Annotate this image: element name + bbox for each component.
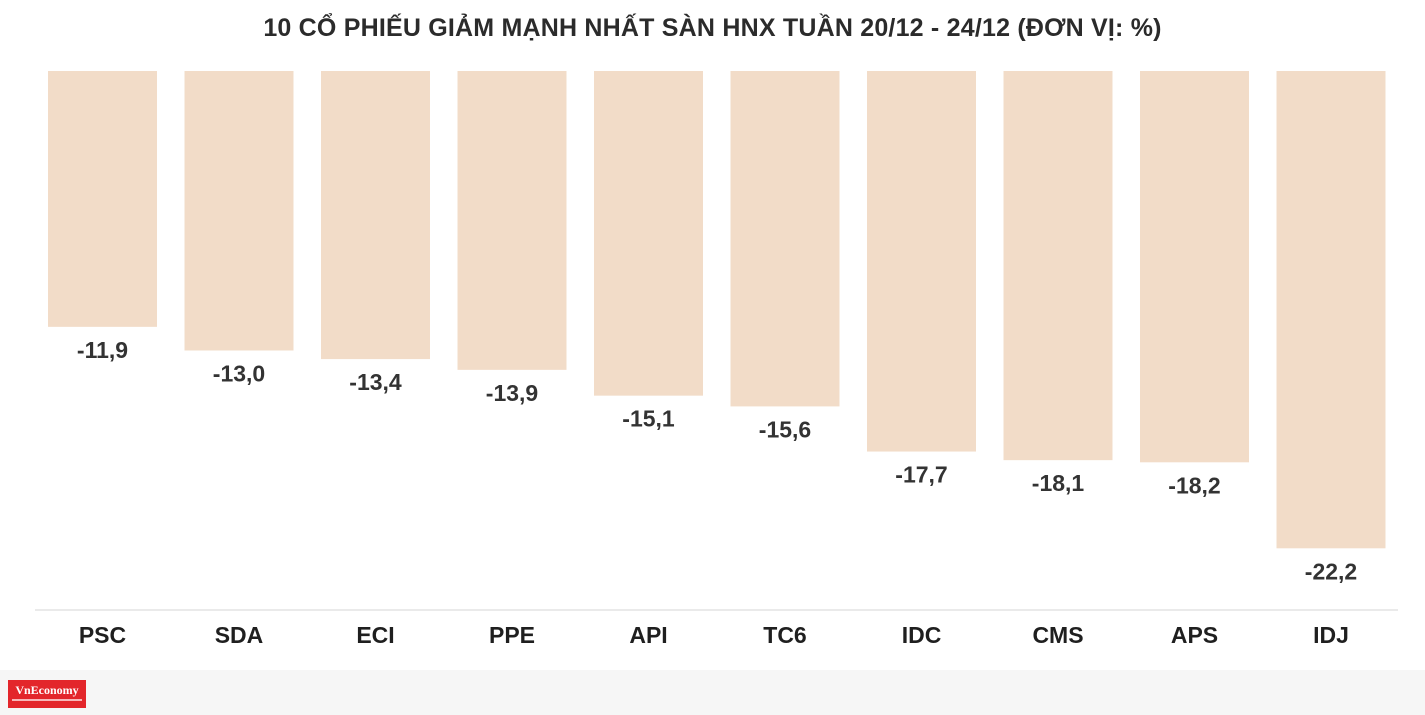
bar-idc <box>867 71 976 452</box>
vneconomy-logo: VnEconomy <box>8 680 86 708</box>
value-label-cms: -18,1 <box>1032 470 1085 496</box>
value-label-idj: -22,2 <box>1305 558 1357 584</box>
bar-tc6 <box>730 71 840 407</box>
category-label-idc: IDC <box>902 622 942 648</box>
bar-chart: -11,9 PSC -13,0 SDA -13,4 ECI -13,9 PPE -15,1 API… <box>35 71 1398 648</box>
value-label-eci: -13,4 <box>349 369 402 395</box>
category-label-aps: APS <box>1171 622 1218 648</box>
category-label-ppe: PPE <box>489 622 535 648</box>
value-label-psc: -11,9 <box>77 337 128 363</box>
category-label-cms: CMS <box>1032 622 1083 648</box>
bar-aps <box>1140 71 1249 463</box>
bar-eci <box>321 71 430 360</box>
category-label-sda: SDA <box>215 622 264 648</box>
chart-title: 10 CỔ PHIẾU GIẢM MẠNH NHẤT SÀN HNX TUẦN … <box>263 14 1162 42</box>
footer: VnEconomy <box>0 670 1425 715</box>
value-label-aps: -18,2 <box>1168 472 1220 498</box>
value-label-tc6: -15,6 <box>759 416 811 442</box>
value-label-sda: -13,0 <box>213 361 265 387</box>
category-label-tc6: TC6 <box>763 622 806 648</box>
category-label-psc: PSC <box>79 622 126 648</box>
bar-psc <box>48 71 157 327</box>
bar-ppe <box>457 71 567 370</box>
category-label-eci: ECI <box>356 622 394 648</box>
logo-tagline <box>12 699 82 701</box>
bar-cms <box>1003 71 1113 461</box>
category-label-idj: IDJ <box>1313 622 1349 648</box>
value-label-api: -15,1 <box>622 406 675 432</box>
bar-sda <box>184 71 294 351</box>
bar-idj <box>1276 71 1386 549</box>
category-label-api: API <box>629 622 667 648</box>
bar-api <box>594 71 703 396</box>
value-label-ppe: -13,9 <box>486 380 538 406</box>
logo-text: VnEconomy <box>15 683 79 697</box>
value-label-idc: -17,7 <box>895 462 947 488</box>
